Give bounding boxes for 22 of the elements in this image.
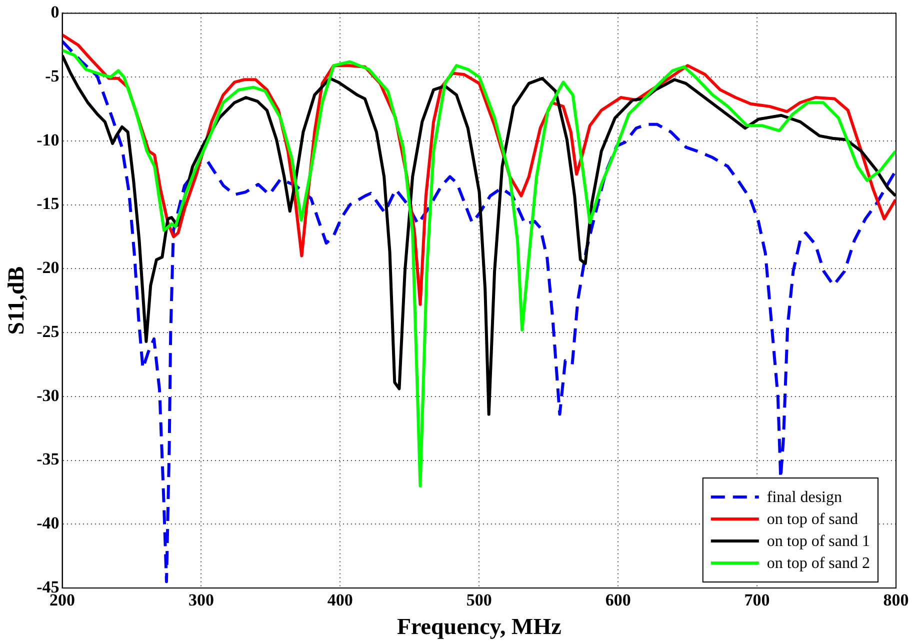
x-tick-label: 300	[188, 590, 214, 610]
y-tick-label: -35	[36, 450, 60, 469]
y-tick-label: -15	[36, 194, 60, 214]
legend-label: final design	[766, 489, 842, 506]
legend-label: on top of sand	[766, 511, 858, 528]
x-axis-title: Frequency, MHz	[396, 614, 562, 640]
x-tick-label: 800	[883, 590, 909, 610]
legend-label: on top of sand 2	[766, 555, 870, 572]
y-axis-title: S11,dB	[4, 266, 29, 335]
line-series	[62, 40, 896, 584]
y-tick-label: -25	[36, 322, 60, 341]
y-tick-label: -30	[36, 386, 60, 405]
x-tick-label: 400	[327, 590, 353, 610]
y-tick-label: -40	[36, 514, 60, 533]
y-tick-label: -20	[36, 258, 60, 278]
y-tick-label: 0	[50, 2, 60, 22]
y-tick-label: -5	[45, 66, 60, 86]
x-tick-label: 600	[605, 590, 631, 610]
x-tick-label: 500	[466, 590, 492, 610]
x-tick-label: 700	[744, 590, 770, 610]
y-tick-label: -10	[36, 130, 60, 150]
legend-label: on top of sand 1	[766, 533, 870, 550]
